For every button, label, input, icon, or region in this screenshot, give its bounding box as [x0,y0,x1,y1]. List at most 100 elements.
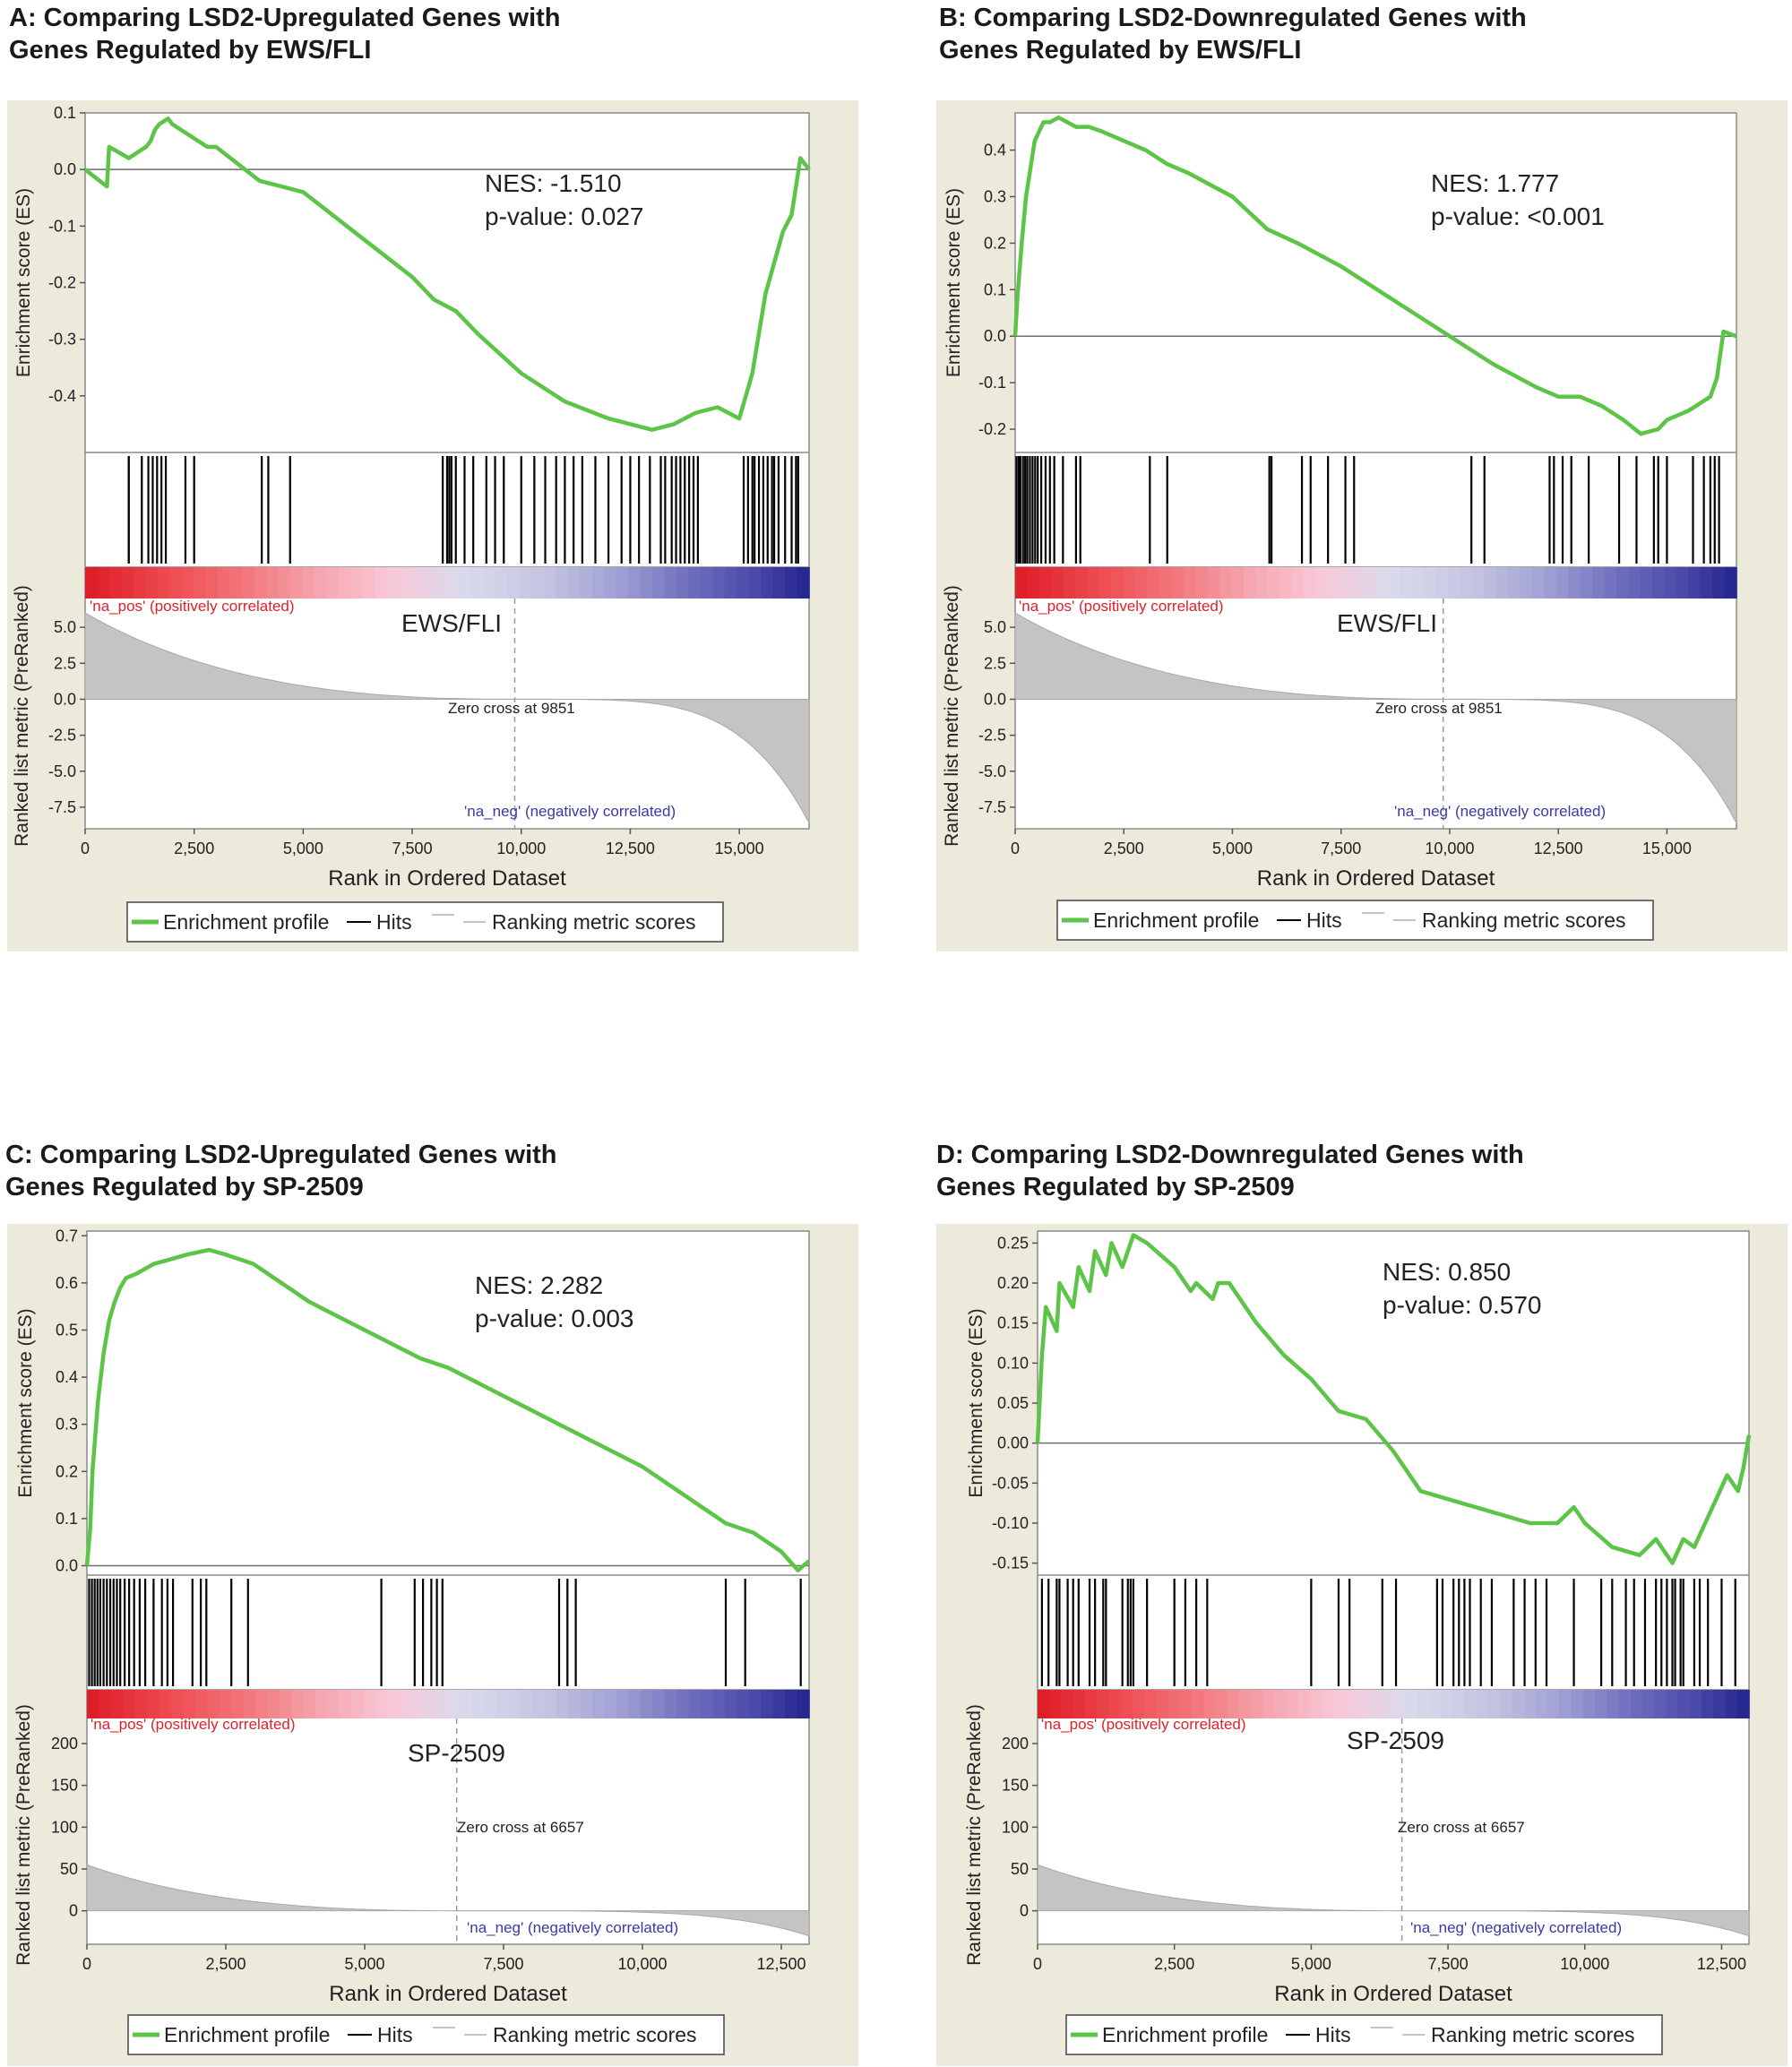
negative-correlation-label: 'na_neg' (negatively correlated) [1410,1919,1622,1936]
legend-label-hits: Hits [377,2023,413,2046]
rank-color-segment [1192,1690,1205,1718]
x-tick-label: 5,000 [344,1955,384,1973]
rank-color-segment [1251,1690,1264,1718]
rank-color-segment [651,567,666,599]
rank-color-segment [1580,567,1593,599]
rank-color-segment [279,1690,293,1718]
rank-color-segment [254,567,267,599]
metric-tick-label: 0 [69,1902,78,1920]
rank-color-segment [508,1690,521,1718]
enrichment-profile-line [84,1247,811,1572]
rank-color-segment [1063,567,1076,599]
es-tick-label: 0.3 [984,187,1006,205]
rank-color-segment [748,567,762,599]
rank-color-segment [700,567,714,599]
rank-color-segment [387,1690,401,1718]
es-tick-label: 0.1 [984,280,1006,298]
rank-color-segment [1405,1690,1418,1718]
rank-color-segment [616,1690,630,1718]
rank-color-segment [1061,1690,1074,1718]
legend-label-hits: Hits [1315,2023,1351,2046]
rank-color-segment [460,1690,473,1718]
rank-color-segment [1428,1690,1442,1718]
rank-color-segment [1291,567,1305,599]
x-tick-label: 7,500 [483,1955,523,1973]
rank-color-segment [1689,1690,1702,1718]
rank-color-segment [1476,1690,1489,1718]
rank-color-segment [483,567,496,599]
rank-color-segment [604,567,617,599]
positive-correlation-label: 'na_pos' (positively correlated) [90,598,295,615]
rank-color-segment [1051,567,1064,599]
rank-color-segment [1640,567,1653,599]
rank-color-segment [447,567,461,599]
metric-tick-label: 100 [51,1818,78,1836]
rank-color-segment [688,1690,702,1718]
rank-color-segment [1615,567,1630,599]
metric-tick-label: -7.5 [978,798,1006,816]
rank-color-segment [1736,1690,1750,1718]
rank-color-segment [1120,1690,1133,1718]
es-tick-label: 0.4 [56,1368,78,1386]
rank-color-segment [1038,1690,1051,1718]
rank-color-segment [580,567,593,599]
rank-color-segment [1315,567,1329,599]
rank-color-segment [1111,567,1124,599]
rank-color-segment [640,1690,654,1718]
rank-color-segment [748,1690,762,1718]
es-axis-label: Enrichment score (ES) [943,188,964,377]
rank-color-segment [1195,567,1209,599]
x-tick-label: 7,500 [1321,840,1361,857]
rank-color-segment [411,1690,425,1718]
rank-color-segment [628,1690,642,1718]
rank-color-segment [1135,567,1149,599]
rank-color-segment [171,1690,185,1718]
gsea-panel: 0.25 0.20 0.15 0.10 0.05 0.00 -0.05 -0.10 -0.15 E… [964,1230,1752,2055]
es-tick-label: -0.10 [992,1514,1029,1532]
rank-color-segment [1571,1690,1584,1718]
rank-color-segment [797,567,810,599]
rank-color-segment [1712,567,1726,599]
rank-color-segment [1400,567,1413,599]
legend-label-metric: Ranking metric scores [1422,909,1626,932]
rank-color-segment [1676,567,1690,599]
rank-color-segment [314,567,328,599]
rank-color-segment [157,567,171,599]
legend-label-hits: Hits [376,910,412,934]
rank-color-segment [229,567,243,599]
rank-color-segment [410,567,424,599]
ranking-metric-area [86,1864,810,1937]
rank-color-segment [1713,1690,1727,1718]
rank-color-segment [266,567,280,599]
x-axis-label: Rank in Ordered Dataset [1274,1982,1512,2006]
rank-color-segment [147,1690,160,1718]
x-tick-label: 15,000 [1642,840,1692,857]
rank-color-segment [278,567,291,599]
rank-color-segment [1238,1690,1252,1718]
rank-color-segment [205,567,219,599]
rank-color-segment [1231,567,1245,599]
es-tick-label: -0.2 [978,420,1006,438]
legend-label-hits: Hits [1306,909,1342,932]
positive-correlation-label: 'na_pos' (positively correlated) [1041,1716,1246,1733]
rank-color-segment [1097,1690,1110,1718]
rank-color-segment [1460,567,1473,599]
rank-color-segment [1547,1690,1561,1718]
rank-color-segment [1159,567,1173,599]
rank-color-segment [567,567,581,599]
rank-color-segment [1274,1690,1288,1718]
rank-color-segment [712,1690,726,1718]
rank-color-segment [1630,1690,1643,1718]
es-axis-label: Enrichment score (ES) [966,1308,986,1497]
pvalue-label: p-value: 0.570 [1383,1291,1541,1319]
rank-color-segment [1267,567,1280,599]
legend: Enrichment profile Hits Ranking metric sco… [1065,2014,1663,2055]
rank-color-segment [761,567,774,599]
panel-title: D: Comparing LSD2-Downregulated Genes wi… [936,1141,1524,1201]
pvalue-label: p-value: 0.003 [475,1305,633,1332]
plot-area [86,1230,810,1945]
metric-tick-label: 50 [60,1860,78,1878]
rank-color-segment [1452,1690,1466,1718]
x-tick-label: 10,000 [617,1955,667,1973]
metric-tick-label: 150 [1002,1777,1029,1795]
